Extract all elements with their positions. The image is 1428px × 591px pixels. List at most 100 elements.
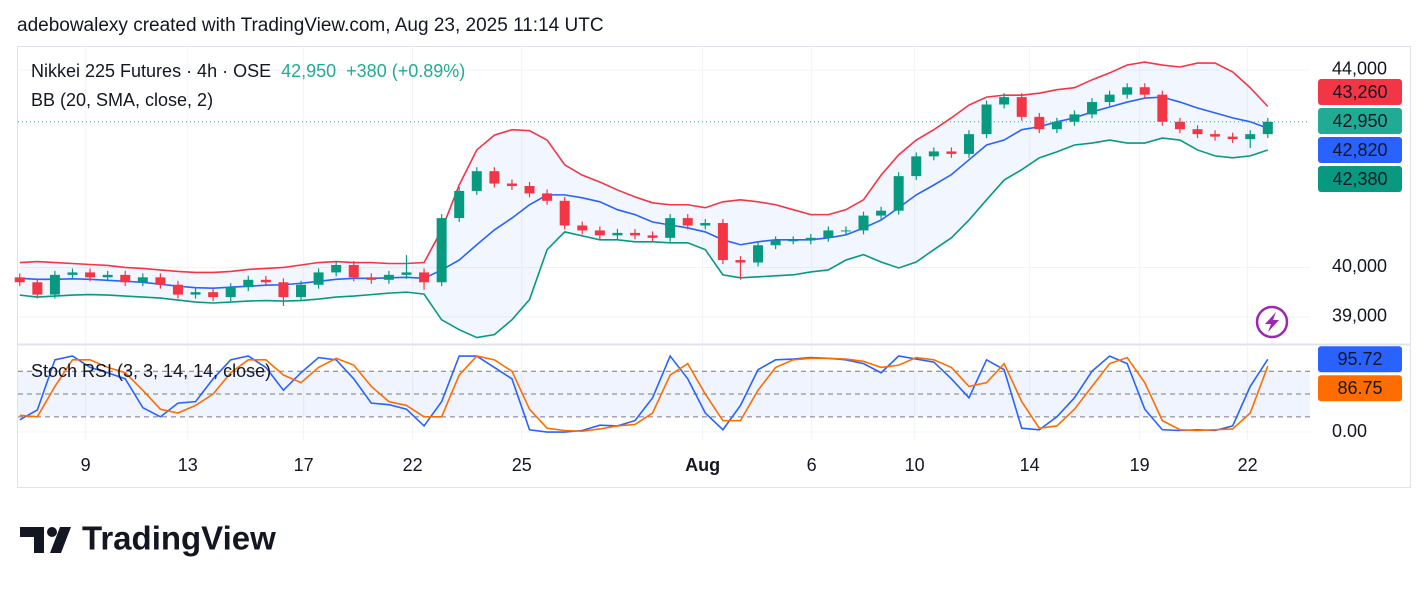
candle-body	[893, 176, 904, 211]
candle-body	[963, 134, 974, 154]
logo-dot[interactable]	[47, 527, 57, 537]
candle-body	[137, 277, 148, 283]
candle-body	[788, 240, 799, 242]
candle-body	[14, 277, 25, 283]
candle-body	[313, 272, 324, 285]
candle-body	[155, 277, 166, 285]
price-label: 42,380	[1332, 169, 1387, 189]
oscillator-label-box	[1318, 346, 1402, 373]
candle-body	[32, 282, 43, 295]
candle-body	[1104, 94, 1115, 103]
candle-body	[296, 284, 307, 298]
price-label: 43,260	[1332, 82, 1387, 102]
candle-body	[735, 260, 746, 263]
logo-slash[interactable]	[50, 527, 71, 553]
candle-body	[911, 156, 922, 177]
candle-body	[1192, 129, 1203, 135]
candle-body	[647, 235, 658, 238]
candle-body	[594, 230, 605, 236]
x-tick-label: 22	[1238, 455, 1258, 475]
candle-body	[665, 218, 676, 238]
candle-body	[85, 272, 96, 278]
oscillator-label: 86.75	[1337, 378, 1382, 398]
candle-body	[524, 185, 535, 194]
alert-icon[interactable]	[1255, 305, 1289, 339]
candle-body	[823, 230, 834, 238]
x-tick-label: 19	[1130, 455, 1150, 475]
price-label: 42,950	[1332, 111, 1387, 131]
brand-logo[interactable]: TradingView	[20, 520, 276, 557]
candle-body	[1069, 114, 1080, 122]
candle-body	[278, 282, 289, 298]
price-label-box	[1318, 108, 1402, 134]
candle-body	[49, 274, 60, 295]
alert-icon-bolt[interactable]	[1265, 312, 1279, 332]
logo-t[interactable]	[20, 527, 44, 553]
x-tick-label: Aug	[685, 455, 720, 475]
candle-body	[717, 223, 728, 261]
candle-body	[436, 218, 447, 283]
candle-body	[102, 274, 113, 278]
y-tick-label: 0.00	[1332, 421, 1367, 441]
candle-body	[1034, 116, 1045, 130]
x-tick-label: 13	[178, 455, 198, 475]
x-tick-label: 9	[81, 455, 91, 475]
candle-body	[542, 193, 553, 201]
price-label-box	[1318, 166, 1402, 192]
candle-body	[1245, 134, 1256, 140]
candle-body	[928, 151, 939, 157]
candle-body	[1262, 121, 1273, 135]
oscillator-line	[19, 355, 1269, 433]
band-background	[18, 371, 1310, 417]
candle-body	[331, 264, 342, 273]
candle-body	[999, 97, 1010, 105]
candle-body	[260, 279, 271, 283]
candle-body	[840, 230, 851, 232]
candle-body	[172, 284, 183, 295]
candle-body	[1157, 94, 1168, 122]
oscillator-label: 95.72	[1337, 349, 1382, 369]
price-change: +380 (+0.89%)	[346, 61, 465, 81]
price-label: 42,820	[1332, 140, 1387, 160]
candle-body	[419, 272, 430, 283]
candle-body	[629, 232, 640, 236]
chart-frame	[17, 46, 1411, 488]
price-label-box	[1318, 137, 1402, 163]
candle-body	[1122, 87, 1133, 95]
candle-body	[225, 287, 236, 298]
price-label-box	[1318, 79, 1402, 105]
oscillator-label-box	[1318, 375, 1402, 402]
indicator-title: BB (20, SMA, close, 2)	[31, 90, 213, 110]
x-tick-label: 6	[807, 455, 817, 475]
candle-body	[454, 190, 465, 219]
candle-body	[946, 151, 957, 154]
candle-body	[401, 272, 412, 275]
candle-body	[67, 272, 78, 275]
x-tick-label: 22	[403, 455, 423, 475]
candle-body	[700, 223, 711, 226]
last-price: 42,950	[281, 61, 336, 81]
band-line	[19, 137, 1269, 339]
candle-body	[682, 218, 693, 226]
x-tick-label: 25	[512, 455, 532, 475]
candle-body	[208, 292, 219, 298]
candle-body	[981, 104, 992, 135]
candle-body	[190, 292, 201, 295]
y-tick-label: 39,000	[1332, 306, 1387, 326]
candle-body	[577, 225, 588, 231]
candle-body	[612, 232, 623, 236]
candle-body	[1174, 121, 1185, 130]
candle-body	[383, 274, 394, 280]
candle-body	[1139, 87, 1150, 95]
brand-name[interactable]: TradingView	[82, 520, 276, 557]
attribution: adebowalexy created with TradingView.com…	[17, 15, 604, 36]
candle-body	[876, 210, 887, 216]
candle-body	[770, 240, 781, 246]
y-tick-label: 44,000	[1332, 59, 1387, 79]
candle-body	[753, 245, 764, 263]
legend-header: Nikkei 225 Futures · 4h · OSE 42,950 +380 …	[31, 61, 465, 81]
candle-body	[120, 274, 131, 283]
x-tick-label: 14	[1020, 455, 1040, 475]
